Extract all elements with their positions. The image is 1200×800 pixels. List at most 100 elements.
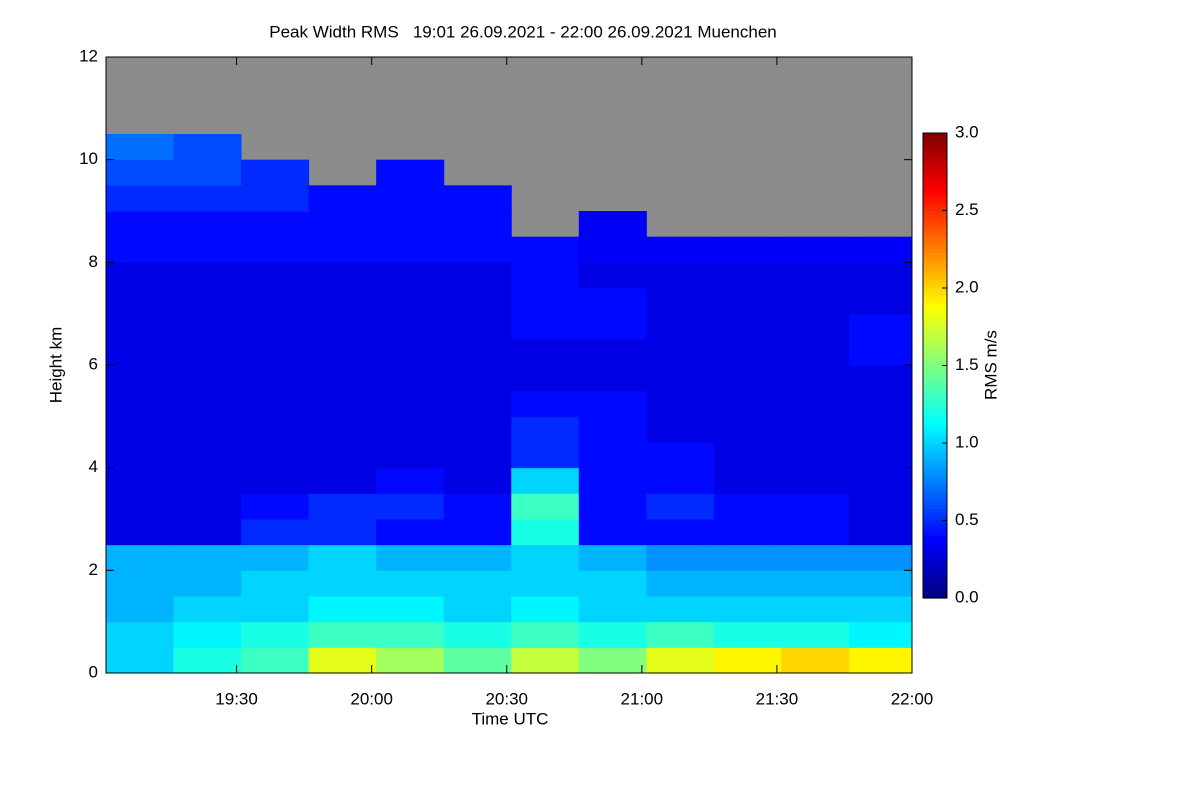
heat-cell [376,596,445,623]
heat-cell [713,365,782,392]
heat-cell [376,416,445,443]
heat-cell [308,390,377,417]
colorbar-swatch [923,140,947,146]
heat-cell [308,236,377,263]
heat-cell [308,211,377,238]
colorbar-swatch [923,485,947,491]
heat-cell [376,262,445,289]
heat-cell [173,288,242,315]
heat-cell [308,493,377,520]
heat-cell [713,493,782,520]
heat-cell [173,313,242,340]
colorbar-swatch [923,299,947,305]
heat-cell [578,442,647,469]
heat-cell [713,390,782,417]
heat-cell [106,442,175,469]
heat-cell [173,467,242,494]
heat-cell [106,339,175,366]
heat-cell [511,365,580,392]
heat-cell [713,467,782,494]
heat-cell [376,519,445,546]
colorbar-swatch [923,222,947,227]
colorbar-swatch [923,226,947,231]
colorbar-swatch [923,179,947,184]
y-tick-label: 8 [89,252,98,271]
heat-cell [511,570,580,597]
colorbar-swatch [923,450,947,456]
colorbar-swatch [923,594,947,599]
heat-cell [241,519,310,546]
colorbar-swatch [923,493,947,498]
colorbar-tick-label: 1.5 [955,355,979,374]
heat-cell [173,570,242,597]
heat-cell [848,416,913,443]
heat-cell [848,621,913,648]
colorbar-swatch [923,214,947,219]
heat-cell [241,288,310,315]
colorbar-swatch [923,334,947,339]
heat-cell [443,519,512,546]
heat-cell [848,570,913,597]
heat-cell [308,365,377,392]
heat-cell [376,570,445,597]
heat-cell [241,544,310,571]
heat-cell [511,236,580,263]
heat-cell [646,519,715,546]
colorbar-swatch [923,175,947,181]
colorbar-swatch [923,532,947,537]
colorbar-swatch [923,160,947,165]
heat-cell [511,442,580,469]
heat-cell [241,390,310,417]
heat-cell [443,185,512,212]
heat-cell [241,365,310,392]
colorbar-tick-label: 0.5 [955,510,979,529]
colorbar-swatch [923,268,947,274]
heat-cell [173,236,242,263]
heat-cell [173,365,242,392]
heat-cell [578,621,647,648]
heat-cell [106,544,175,571]
heat-cell [511,493,580,520]
colorbar-swatch [923,508,947,514]
colorbar-swatch [923,384,947,390]
heat-cell [578,544,647,571]
heat-cell [848,467,913,494]
y-tick-label: 6 [89,354,98,373]
colorbar-swatch [923,295,947,301]
heat-cell [578,313,647,340]
heat-cell [443,365,512,392]
colorbar-tick-label: 0.0 [955,587,979,606]
colorbar-swatch [923,423,947,429]
heat-cell [511,621,580,648]
y-tick-label: 0 [89,662,98,681]
colorbar-swatch [923,489,947,494]
colorbar-swatch [923,218,947,223]
heat-cell [443,596,512,623]
heat-cell [106,313,175,340]
heat-cell [241,211,310,238]
x-tick-label: 20:30 [485,689,528,708]
colorbar-swatch [923,470,947,475]
heat-cell [443,339,512,366]
heat-cell [713,570,782,597]
colorbar-swatch [923,559,947,564]
colorbar-swatch [923,520,947,525]
heat-cell [173,159,242,186]
colorbar-swatch [923,280,947,285]
heat-cell [713,544,782,571]
heat-cell [376,185,445,212]
heat-cell [511,313,580,340]
heat-cell [241,236,310,263]
colorbar-swatch [923,373,947,378]
y-axis-label: Height km [46,327,65,404]
heat-cell [173,416,242,443]
heat-cell [646,570,715,597]
heat-cell [106,416,175,443]
heat-cell [781,621,850,648]
heat-cell [578,236,647,263]
heat-cell [241,647,310,674]
colorbar-swatch [923,357,947,363]
heat-cell [781,467,850,494]
heat-cell [376,288,445,315]
colorbar-swatch [923,536,947,541]
